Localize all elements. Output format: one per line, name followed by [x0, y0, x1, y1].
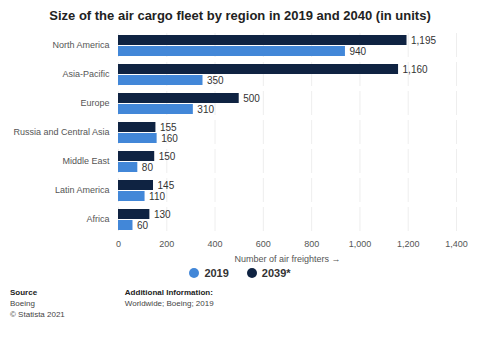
svg-text:350: 350	[207, 75, 224, 86]
svg-text:Russia and Central Asia: Russia and Central Asia	[13, 127, 109, 137]
svg-text:Middle East: Middle East	[62, 156, 110, 166]
svg-text:Latin America: Latin America	[55, 185, 110, 195]
svg-text:130: 130	[154, 209, 171, 220]
svg-text:1,195: 1,195	[411, 35, 436, 46]
svg-text:600: 600	[256, 239, 271, 249]
svg-text:400: 400	[208, 239, 223, 249]
svg-text:Number of air freighters →: Number of air freighters →	[234, 254, 340, 264]
svg-text:1,000: 1,000	[349, 239, 372, 249]
svg-text:150: 150	[159, 151, 176, 162]
svg-text:500: 500	[243, 93, 260, 104]
svg-text:80: 80	[142, 162, 154, 173]
svg-text:1,160: 1,160	[403, 64, 428, 75]
html-text:Size of the air cargo fleet by: Size of the air cargo fleet by region in…	[49, 8, 431, 23]
svg-text:940: 940	[349, 46, 366, 57]
svg-text:160: 160	[161, 133, 178, 144]
svg-text:310: 310	[197, 104, 214, 115]
html-text:Source: Source	[10, 288, 38, 297]
svg-text:110: 110	[149, 191, 165, 202]
svg-text:Africa: Africa	[86, 214, 109, 224]
html-text:Boeing: Boeing	[10, 299, 35, 308]
html-text:© Statista 2021: © Statista 2021	[10, 310, 65, 319]
svg-text:60: 60	[137, 220, 149, 231]
svg-text:1,400: 1,400	[445, 239, 468, 249]
svg-text:1,200: 1,200	[397, 239, 420, 249]
svg-text:Europe: Europe	[80, 98, 109, 108]
svg-text:North America: North America	[52, 40, 109, 50]
html-text:2019: 2019	[204, 267, 229, 279]
html-text:2039*: 2039*	[261, 267, 291, 279]
svg-text:200: 200	[159, 239, 174, 249]
svg-text:155: 155	[160, 122, 177, 133]
svg-text:145: 145	[158, 180, 175, 191]
svg-text:Asia-Pacific: Asia-Pacific	[62, 69, 110, 79]
html-text:Worldwide; Boeing; 2019: Worldwide; Boeing; 2019	[124, 299, 214, 308]
svg-text:800: 800	[304, 239, 319, 249]
svg-text:0: 0	[116, 239, 121, 249]
html-text:Additional Information:: Additional Information:	[124, 288, 213, 297]
